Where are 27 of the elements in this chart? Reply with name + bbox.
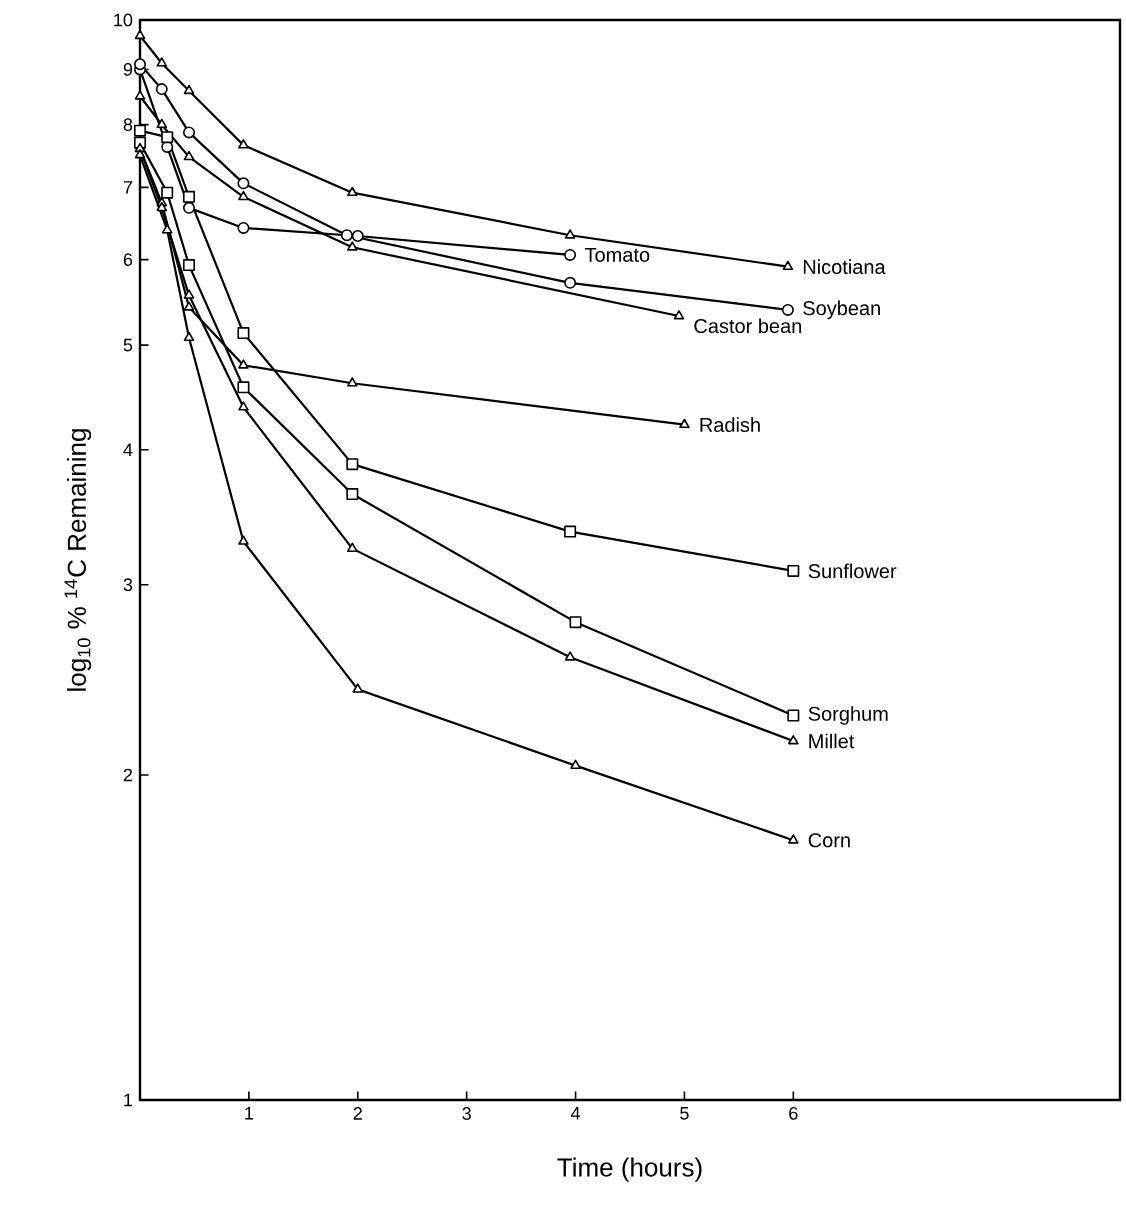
y-tick-label: 3 (123, 578, 133, 592)
x-tick-label: 4 (570, 1107, 581, 1120)
x-tick-label: 2 (353, 1107, 362, 1120)
x-tick-label: 3 (462, 1107, 471, 1120)
series-label: Sorghum (808, 706, 888, 725)
y-tick-label: 7 (123, 181, 133, 194)
y-tick-label: 1 (124, 1093, 133, 1107)
y-tick-label: 6 (123, 253, 133, 266)
y-tick-label: 5 (123, 338, 133, 352)
y-axis-title: log$_{10}$ % $^{14}$C Remaining (64, 429, 92, 691)
y-tick-label: 2 (123, 768, 133, 782)
x-tick-label: 5 (680, 1107, 689, 1120)
series-label: Millet (809, 733, 855, 749)
series-label: Tomato (584, 247, 650, 262)
x-axis-title: Time (hours) (557, 1157, 702, 1182)
y-tick-label: 9 (123, 63, 133, 76)
series-label: Radish (700, 417, 760, 433)
y-tick-label: 4 (123, 443, 133, 456)
series-label: Sunflower (808, 563, 897, 579)
y-tick-label: 10 (114, 13, 133, 27)
x-tick-label: 1 (245, 1107, 254, 1120)
x-tick-label: 6 (789, 1107, 798, 1120)
series-label: Soybean (803, 300, 880, 320)
series-label: Castor bean (694, 318, 802, 334)
series-label: Nicotiana (803, 259, 886, 275)
series-label: Corn (808, 833, 850, 848)
y-tick-label: 8 (123, 118, 133, 132)
